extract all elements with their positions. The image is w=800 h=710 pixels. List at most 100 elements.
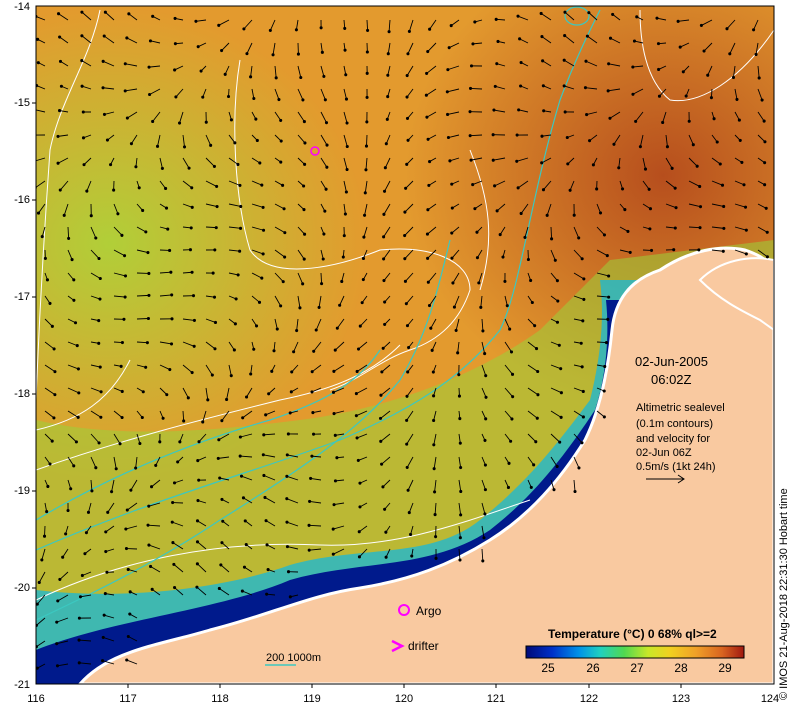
velocity-arrow bbox=[447, 88, 460, 93]
velocity-arrow-head bbox=[673, 186, 677, 190]
colorbar bbox=[525, 645, 745, 659]
velocity-arrow bbox=[218, 433, 230, 441]
velocity-arrow bbox=[449, 157, 460, 162]
velocity-arrow bbox=[711, 180, 723, 186]
velocity-arrow bbox=[57, 594, 69, 602]
velocity-arrow-head bbox=[40, 235, 44, 239]
velocity-arrow-head bbox=[191, 294, 196, 298]
velocity-arrow bbox=[504, 341, 512, 353]
velocity-arrow-head bbox=[262, 433, 266, 437]
velocity-arrow bbox=[182, 341, 195, 347]
velocity-arrow bbox=[113, 249, 125, 257]
velocity-arrow-head bbox=[114, 467, 118, 471]
velocity-arrow-head bbox=[72, 278, 76, 282]
colorbar-tick: 25 bbox=[541, 661, 555, 675]
velocity-arrow-head bbox=[534, 347, 539, 351]
velocity-arrow-head bbox=[580, 441, 584, 445]
velocity-arrow-head bbox=[211, 271, 215, 275]
velocity-arrow-head bbox=[261, 252, 265, 256]
velocity-arrow-head bbox=[104, 549, 108, 554]
velocity-arrow-head bbox=[282, 207, 286, 211]
velocity-arrow-head bbox=[285, 497, 289, 501]
velocity-arrow-head bbox=[602, 389, 606, 393]
velocity-arrow-head bbox=[158, 440, 162, 444]
velocity-arrow-head bbox=[475, 256, 479, 260]
velocity-arrow-head bbox=[344, 190, 348, 194]
velocity-arrow-head bbox=[189, 226, 193, 230]
velocity-arrow bbox=[358, 341, 368, 350]
velocity-arrow-head bbox=[190, 205, 194, 209]
velocity-arrow-head bbox=[80, 573, 84, 578]
velocity-arrow-head bbox=[302, 208, 306, 212]
velocity-arrow-head bbox=[628, 250, 632, 254]
velocity-arrow bbox=[387, 65, 391, 76]
velocity-arrow bbox=[406, 387, 414, 397]
velocity-arrow-head bbox=[458, 441, 462, 445]
velocity-arrow bbox=[405, 180, 414, 189]
isobath-contours bbox=[36, 6, 601, 621]
velocity-arrow bbox=[136, 294, 149, 297]
velocity-arrow-head bbox=[322, 232, 326, 236]
velocity-legend-line: and velocity for bbox=[636, 433, 710, 445]
velocity-arrow-head bbox=[721, 249, 725, 253]
velocity-arrow-head bbox=[84, 531, 88, 535]
velocity-arrow-head bbox=[519, 60, 523, 65]
lat-tick: -17 bbox=[14, 291, 30, 303]
velocity-arrow-head bbox=[358, 505, 362, 509]
velocity-arrow bbox=[455, 318, 460, 331]
velocity-arrow-head bbox=[358, 481, 362, 485]
velocity-arrow-head bbox=[510, 372, 515, 376]
velocity-arrow bbox=[518, 109, 529, 113]
velocity-arrow-head bbox=[458, 536, 462, 540]
depth-legend-label: 200 1000m bbox=[266, 652, 321, 664]
velocity-arrow-head bbox=[670, 166, 674, 170]
velocity-arrow-head bbox=[238, 226, 243, 230]
velocity-arrow-head bbox=[85, 189, 89, 193]
velocity-arrow bbox=[149, 88, 161, 95]
velocity-arrow-head bbox=[104, 530, 108, 534]
velocity-arrow-head bbox=[302, 184, 306, 188]
velocity-arrow-head bbox=[294, 28, 298, 32]
velocity-arrow-head bbox=[452, 305, 456, 309]
velocity-arrow bbox=[388, 19, 391, 32]
velocity-arrow bbox=[113, 433, 121, 444]
velocity-arrow bbox=[632, 88, 644, 95]
velocity-arrow-head bbox=[170, 293, 174, 297]
velocity-arrow-head bbox=[76, 415, 80, 419]
velocity-arrow-head bbox=[536, 369, 540, 374]
velocity-arrow-head bbox=[229, 118, 233, 122]
velocity-arrow-head bbox=[608, 36, 613, 40]
velocity-arrow-head bbox=[303, 232, 307, 236]
velocity-arrow-head bbox=[140, 415, 144, 420]
velocity-arrow-head bbox=[127, 12, 131, 16]
velocity-arrow bbox=[711, 226, 724, 229]
velocity-arrow-head bbox=[386, 95, 390, 99]
colorbar-ticks: 25 26 27 28 29 bbox=[541, 661, 732, 675]
velocity-arrow bbox=[429, 19, 437, 30]
velocity-arrow bbox=[365, 157, 368, 170]
velocity-arrow-head bbox=[36, 602, 39, 606]
velocity-arrow-head bbox=[380, 462, 384, 466]
velocity-arrow-head bbox=[67, 236, 71, 240]
velocity-arrow-head bbox=[286, 432, 290, 436]
velocity-arrow-head bbox=[272, 349, 276, 353]
velocity-arrow-head bbox=[161, 416, 165, 420]
velocity-arrow bbox=[659, 88, 667, 97]
velocity-arrow-head bbox=[699, 23, 703, 27]
velocity-arrow bbox=[36, 16, 46, 21]
velocity-arrow bbox=[359, 318, 368, 327]
velocity-arrow bbox=[38, 203, 46, 214]
velocity-arrow bbox=[608, 88, 621, 92]
velocity-legend-line: Altimetric sealevel bbox=[636, 402, 725, 414]
velocity-arrow-head bbox=[607, 62, 611, 66]
lat-tick: -16 bbox=[14, 194, 30, 206]
velocity-arrow-head bbox=[45, 510, 49, 514]
velocity-arrow-head bbox=[722, 226, 726, 230]
velocity-arrow-head bbox=[559, 367, 563, 371]
velocity-arrow bbox=[334, 341, 345, 351]
velocity-arrow bbox=[263, 454, 276, 458]
velocity-arrow-head bbox=[190, 270, 194, 274]
velocity-arrow bbox=[408, 502, 414, 513]
velocity-arrow-head bbox=[678, 45, 682, 49]
velocity-arrow bbox=[297, 272, 304, 285]
